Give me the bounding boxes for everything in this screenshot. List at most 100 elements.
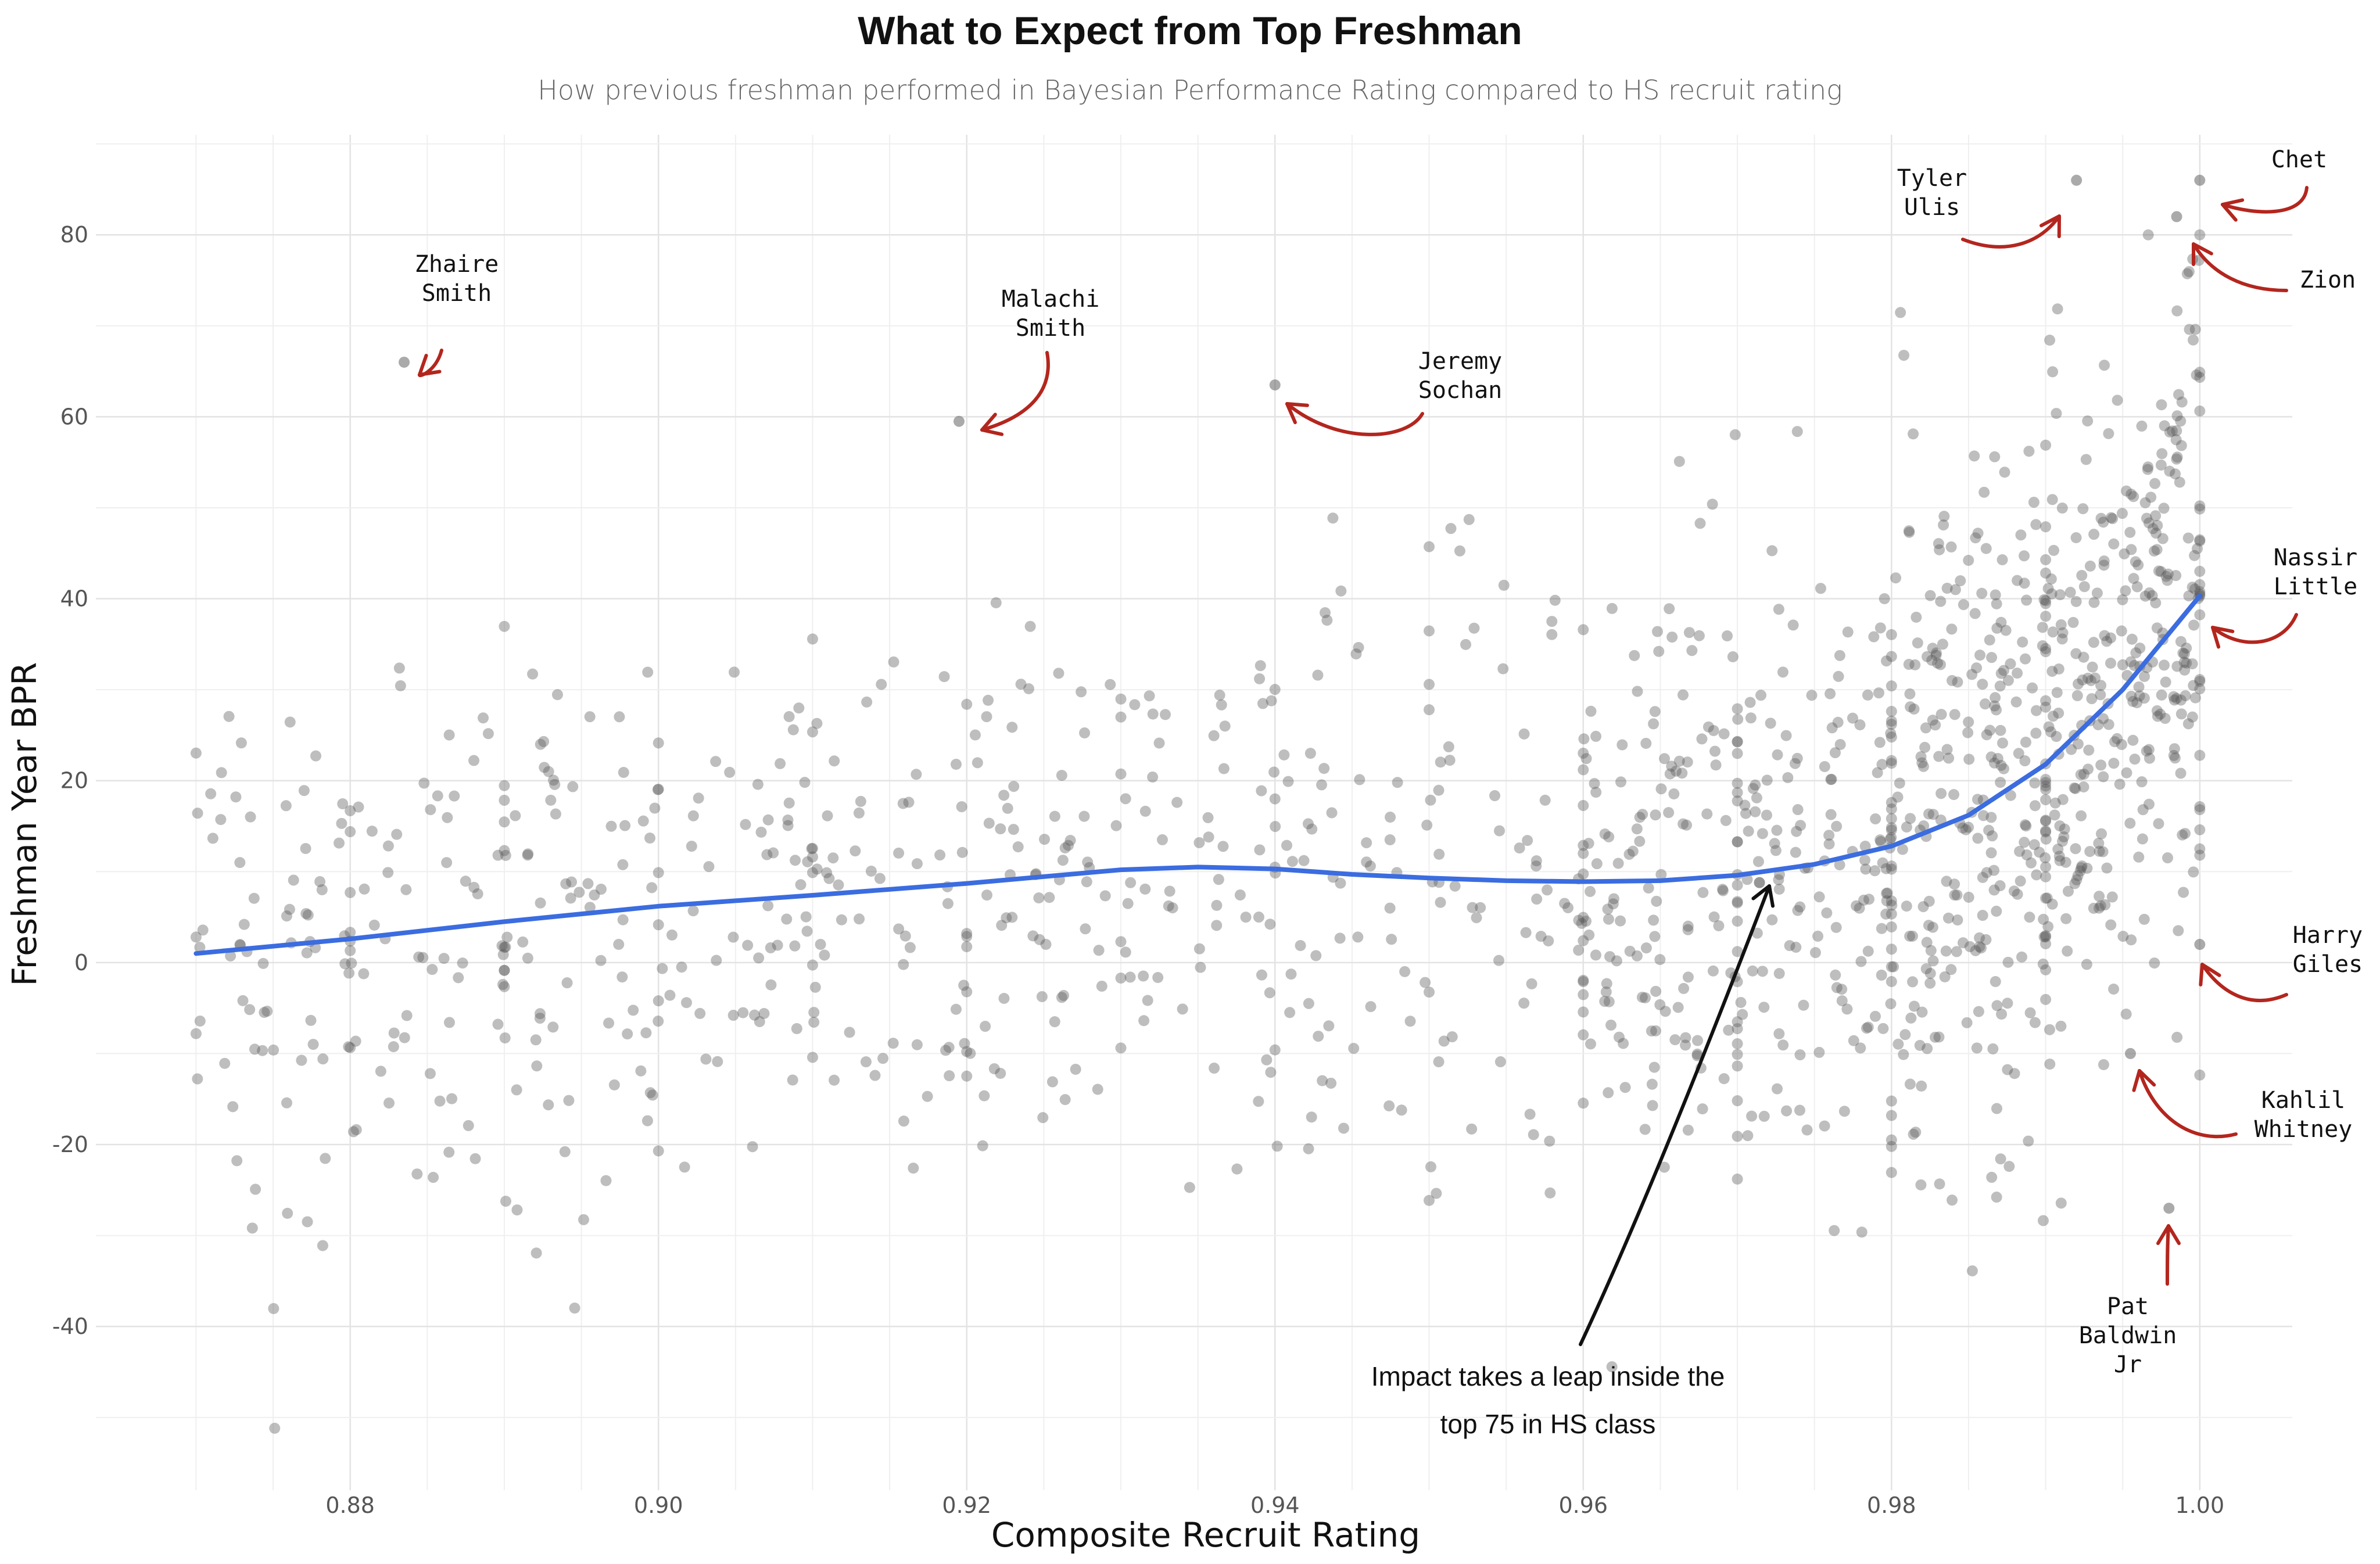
data-point (538, 736, 550, 747)
data-point (1995, 724, 2006, 736)
data-point (336, 817, 347, 829)
data-point (1514, 842, 1525, 854)
data-point (1940, 945, 1952, 957)
data-point (1583, 838, 1594, 849)
annotation-malachi-line: Malachi (1002, 286, 1100, 313)
data-point (807, 959, 818, 971)
data-point (2015, 529, 2027, 541)
data-point (438, 953, 450, 964)
data-point (1880, 908, 1892, 920)
data-point (1819, 761, 1830, 773)
data-point (1629, 650, 1640, 661)
data-point (2044, 1059, 2056, 1070)
data-point (1841, 1003, 1853, 1015)
data-point (1231, 1163, 1243, 1175)
data-point (1396, 1104, 1407, 1116)
data-point (1888, 961, 1899, 973)
data-point (190, 931, 202, 943)
data-point (1530, 860, 1542, 872)
data-point (1392, 777, 1403, 788)
data-point (1988, 864, 2000, 876)
data-point (1732, 1016, 1743, 1028)
data-point (547, 1021, 559, 1033)
data-point (603, 1017, 615, 1029)
data-point (808, 1016, 820, 1028)
data-point (2012, 575, 2023, 586)
data-point (1093, 945, 1105, 956)
data-point (1213, 874, 1224, 885)
data-point (1323, 1020, 1335, 1032)
data-point (981, 889, 992, 901)
data-point (280, 800, 292, 812)
data-point (345, 1042, 356, 1053)
data-point (2194, 676, 2206, 687)
data-point (565, 892, 576, 904)
data-point (1886, 680, 1897, 692)
data-point (1720, 815, 1732, 826)
data-point (782, 814, 794, 826)
data-point (1454, 545, 1465, 557)
data-point (1302, 818, 1314, 830)
data-point (2076, 810, 2087, 822)
data-point (317, 1053, 329, 1065)
data-point (1640, 942, 1652, 954)
data-point (1613, 1031, 1625, 1043)
data-point (192, 808, 203, 819)
data-point (1881, 888, 1892, 899)
data-point (1590, 949, 1601, 961)
data-point (1124, 971, 1136, 983)
data-point (1269, 1044, 1281, 1056)
data-point (1885, 727, 1897, 739)
grid-lines (96, 135, 2292, 1490)
data-point (1933, 751, 1945, 762)
data-point (1056, 992, 1067, 1003)
data-point (855, 795, 866, 807)
data-point (2174, 476, 2185, 488)
data-point (1886, 1140, 1897, 1152)
data-point (1770, 845, 1782, 856)
data-point (257, 957, 269, 969)
data-point (983, 817, 995, 829)
data-point (2040, 833, 2052, 845)
data-point (2034, 846, 2045, 858)
data-point (1886, 908, 1897, 920)
data-point (1868, 631, 1880, 643)
data-point (807, 851, 818, 863)
data-point (1870, 813, 1881, 824)
data-point (2077, 503, 2089, 515)
data-point (961, 1046, 973, 1057)
data-point (1991, 598, 2002, 609)
data-point (1682, 756, 1693, 768)
data-point (1958, 599, 1969, 611)
data-point (1195, 962, 1206, 973)
data-point (1079, 727, 1091, 739)
y-tick-label: 80 (60, 222, 88, 247)
data-point (1949, 889, 1960, 901)
data-point (1603, 996, 1615, 1007)
data-point (2171, 410, 2183, 422)
data-point (2136, 776, 2148, 788)
data-point (1994, 880, 2006, 892)
data-point (961, 931, 973, 942)
data-point (2151, 705, 2163, 716)
data-point (1886, 629, 1897, 640)
data-point (1203, 831, 1214, 843)
data-point (1995, 759, 2007, 771)
annotation-arrows (417, 186, 2309, 1346)
data-point (1624, 945, 1636, 957)
data-point (2162, 852, 2174, 864)
data-point (2105, 512, 2117, 523)
data-point (752, 779, 764, 790)
data-point (2078, 769, 2089, 780)
data-point (2031, 869, 2042, 881)
data-point (2094, 902, 2105, 914)
data-point (1466, 1123, 1478, 1135)
data-point (2132, 559, 2144, 571)
data-point (790, 855, 801, 866)
data-point (2179, 664, 2191, 676)
x-tick-labels: 0.88 0.90 0.92 0.94 0.96 0.98 1.00 (325, 1493, 2224, 1518)
data-point (1544, 1187, 1556, 1199)
data-point (1937, 638, 1948, 650)
data-point (2057, 835, 2069, 847)
data-point (2099, 899, 2111, 910)
